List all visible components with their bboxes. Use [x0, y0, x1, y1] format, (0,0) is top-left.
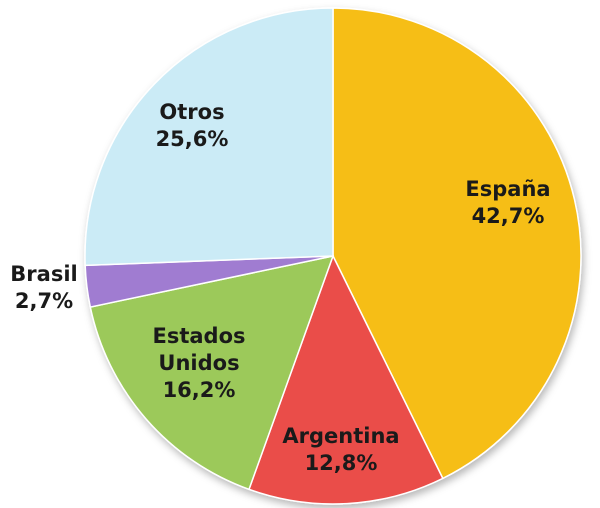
pie-slice-1	[248, 254, 444, 505]
slice-value-label: 25,6%	[156, 127, 229, 151]
slice-label-line: Otros	[159, 100, 224, 124]
pie-slice-2	[89, 254, 335, 491]
slice-label-2: Estados Unidos 16,2%	[152, 324, 245, 402]
slice-label-line: Argentina	[282, 424, 399, 448]
slice-label-0: España 42,7%	[465, 177, 550, 228]
pie-slice-0	[332, 7, 582, 480]
slice-value-label: 16,2%	[163, 378, 236, 402]
pie-labels: España 42,7% Argentina 12,8% Estados Unidos 16…	[10, 100, 550, 475]
slice-value-label: 2,7%	[15, 289, 73, 313]
slice-label-line: Brasil	[10, 262, 77, 286]
slice-label-line: Unidos	[158, 351, 239, 375]
slice-value-label: 12,8%	[305, 451, 378, 475]
slice-label-4: Otros 25,6%	[156, 100, 229, 151]
pie-slice-4	[84, 7, 334, 267]
slice-label-line: España	[465, 177, 550, 201]
slice-value-label: 42,7%	[472, 204, 545, 228]
slice-label-3: Brasil 2,7%	[10, 262, 77, 313]
slice-label-1: Argentina 12,8%	[282, 424, 399, 475]
slice-label-line: Estados	[152, 324, 245, 348]
pie-slices	[84, 7, 582, 505]
